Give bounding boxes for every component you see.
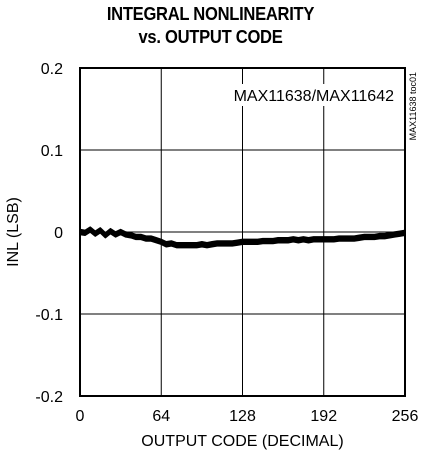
tick-labels: 0 64 128 192 256 0.2 0.1 0 -0.1 -0.2 xyxy=(35,61,418,425)
y-tick-label: -0.1 xyxy=(35,307,63,324)
legend-label: MAX11638/MAX11642 xyxy=(234,88,395,105)
y-tick-label: 0.1 xyxy=(41,143,63,160)
chart-title-line-2: vs. OUTPUT CODE xyxy=(138,27,283,47)
x-tick-label: 192 xyxy=(310,408,337,425)
x-tick-label: 64 xyxy=(152,408,170,425)
y-axis-label: INL (LSB) xyxy=(5,197,22,267)
chart-title-line-1: INTEGRAL NONLINEARITY xyxy=(106,4,315,24)
y-tick-label: 0.2 xyxy=(41,61,63,78)
x-tick-label: 0 xyxy=(76,408,85,425)
x-tick-label: 128 xyxy=(229,408,256,425)
side-code-label: MAX11638 toc01 xyxy=(408,72,418,140)
legend-background xyxy=(240,84,398,106)
y-tick-label: -0.2 xyxy=(35,389,63,406)
y-tick-label: 0 xyxy=(54,225,63,242)
x-tick-label: 256 xyxy=(392,408,419,425)
x-axis-label: OUTPUT CODE (DECIMAL) xyxy=(141,433,343,450)
inl-series-line xyxy=(79,227,406,247)
plot-frame xyxy=(79,67,406,397)
grid-lines xyxy=(80,68,405,396)
